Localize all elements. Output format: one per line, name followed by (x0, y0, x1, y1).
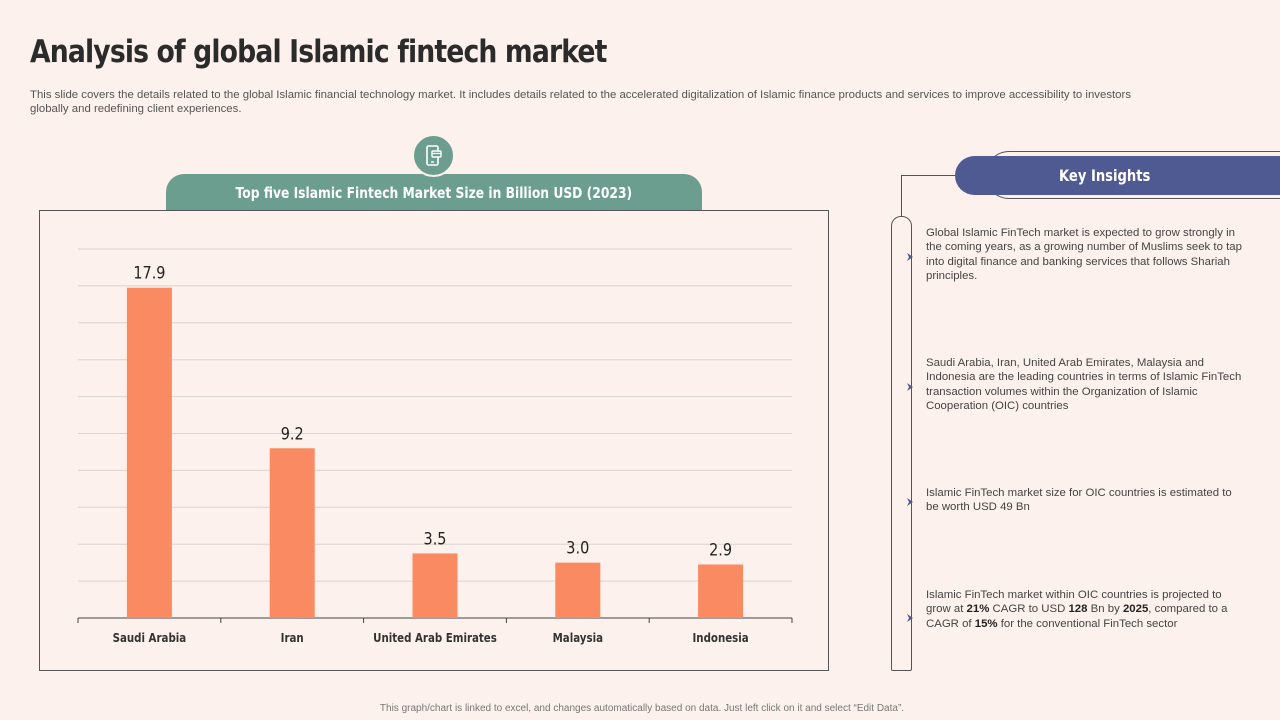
bar-united-arab-emirates (412, 553, 458, 618)
x-tick-label: Saudi Arabia (113, 630, 187, 645)
page-title: Analysis of global Islamic fintech marke… (30, 34, 607, 70)
insight-text: Saudi Arabia, Iran, United Arab Emirates… (926, 357, 1242, 413)
insights-title: Key Insights (1059, 166, 1151, 185)
insight-text: 128 (1068, 603, 1088, 616)
data-label: 3.0 (566, 537, 589, 557)
bar-saudi-arabia (126, 287, 172, 618)
data-label: 2.9 (709, 539, 732, 559)
insight-text: , compared to a CAGR of (926, 603, 1228, 630)
insight-item: Global Islamic FinTech market is expecte… (926, 226, 1244, 284)
insight-item: Islamic FinTech market size for OIC coun… (926, 486, 1244, 515)
x-tick-label: Indonesia (692, 630, 748, 645)
chart-container[interactable]: 17.9 Saudi Arabia 9.2 Iran 3.5 United Arab Em… (39, 210, 829, 671)
insight-text: 15% (974, 617, 998, 630)
chart-title: Top five Islamic Fintech Market Size in … (235, 184, 633, 202)
bar-iran (269, 448, 315, 618)
mobile-payment-icon (412, 134, 455, 177)
chart-title-banner: Top five Islamic Fintech Market Size in … (166, 174, 702, 210)
insight-text: Global Islamic FinTech market is expecte… (926, 227, 1242, 283)
insight-text: CAGR to USD (989, 603, 1069, 616)
chart-footnote: This graph/chart is linked to excel, and… (379, 703, 905, 714)
insights-rail (891, 216, 912, 671)
insight-item: Islamic FinTech market within OIC countr… (926, 588, 1244, 631)
data-label: 9.2 (281, 423, 304, 443)
x-tick-label: United Arab Emirates (373, 630, 497, 645)
insight-item: Saudi Arabia, Iran, United Arab Emirates… (926, 356, 1244, 414)
data-label: 3.5 (424, 528, 447, 548)
insights-header: Key Insights (955, 156, 1280, 195)
insight-text: 21% (966, 603, 990, 616)
x-tick-label: Iran (281, 630, 304, 645)
data-label: 17.9 (133, 263, 165, 283)
page-subtitle: This slide covers the details related to… (30, 89, 1132, 115)
chevron-right-icon (905, 379, 915, 391)
bar-malaysia (555, 562, 601, 618)
bar-chart: 17.9 Saudi Arabia 9.2 Iran 3.5 United Arab Em… (77, 248, 793, 645)
chevron-right-icon (905, 610, 915, 622)
insight-text: 2025 (1122, 603, 1149, 616)
insight-text: Islamic FinTech market within OIC countr… (926, 589, 1222, 616)
insight-text: Islamic FinTech market size for OIC coun… (926, 487, 1232, 514)
insight-text: Bn by (1087, 603, 1123, 616)
insight-text: for the conventional FinTech sector (997, 617, 1178, 630)
chevron-right-icon (905, 494, 915, 506)
connector-line (901, 175, 956, 176)
x-tick-label: Malaysia (553, 630, 603, 645)
connector-line (901, 175, 902, 217)
bar-indonesia (698, 564, 744, 618)
chevron-right-icon (905, 249, 915, 261)
